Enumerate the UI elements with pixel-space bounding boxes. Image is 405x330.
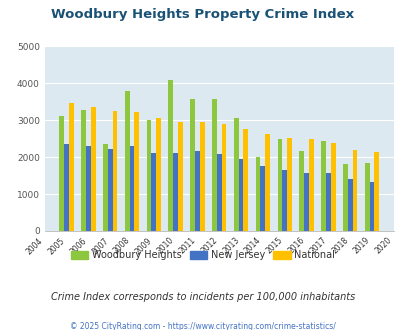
Bar [233,117,238,231]
Bar [373,152,378,231]
Bar [264,134,269,231]
Bar [352,150,356,231]
Bar [64,144,69,231]
Bar [298,151,303,231]
Bar [112,111,117,231]
Bar [151,153,156,231]
Bar [59,116,64,231]
Bar [364,163,369,231]
Bar [308,139,313,231]
Bar [216,154,221,231]
Bar [325,173,330,231]
Bar [107,149,112,231]
Bar [190,99,194,231]
Bar [320,141,325,231]
Bar [199,122,204,231]
Bar [168,80,173,231]
Text: Crime Index corresponds to incidents per 100,000 inhabitants: Crime Index corresponds to incidents per… [51,292,354,302]
Bar [129,146,134,231]
Bar [81,110,86,231]
Bar [238,159,243,231]
Bar [347,179,352,231]
Bar [342,164,347,231]
Bar [281,170,286,231]
Bar [303,173,308,231]
Bar [146,120,151,231]
Text: Woodbury Heights Property Crime Index: Woodbury Heights Property Crime Index [51,8,354,21]
Bar [286,138,291,231]
Bar [124,90,129,231]
Bar [277,139,281,231]
Bar [194,151,199,231]
Bar [260,166,264,231]
Bar [103,144,107,231]
Bar [173,153,177,231]
Bar [255,157,260,231]
Bar [90,107,95,231]
Bar [156,118,160,231]
Bar [86,147,90,231]
Bar [369,182,373,231]
Text: © 2025 CityRating.com - https://www.cityrating.com/crime-statistics/: © 2025 CityRating.com - https://www.city… [70,322,335,330]
Legend: Woodbury Heights, New Jersey, National: Woodbury Heights, New Jersey, National [67,246,338,264]
Bar [243,129,247,231]
Bar [69,104,73,231]
Bar [177,121,182,231]
Bar [330,144,335,231]
Bar [221,124,226,231]
Bar [134,112,139,231]
Bar [211,99,216,231]
